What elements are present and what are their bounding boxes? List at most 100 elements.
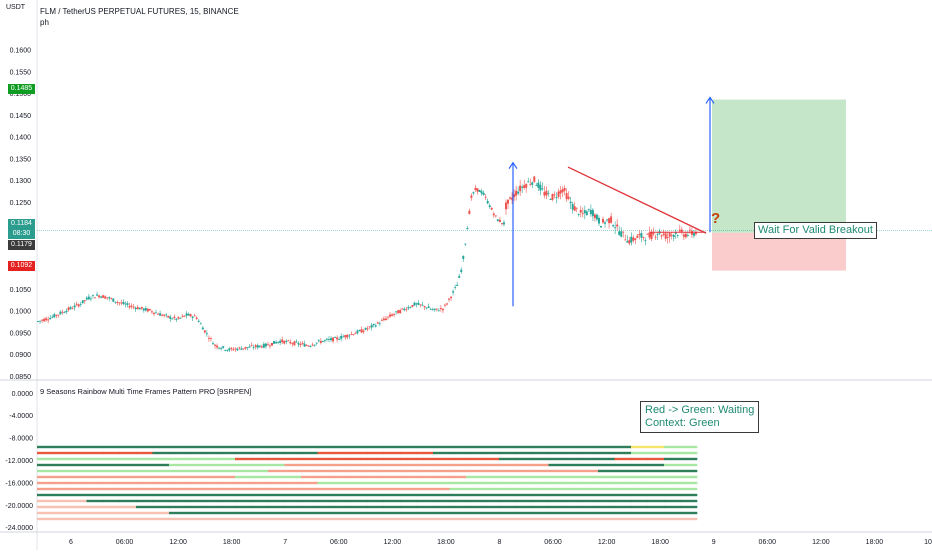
candle-body [327,338,330,340]
candle-body [165,314,168,316]
rainbow-segment [119,457,137,461]
candle-body [421,304,424,306]
candle-body [209,338,212,340]
rainbow-segment [218,493,236,497]
rainbow-segment [103,457,120,461]
rainbow-segment [664,505,681,509]
candle-body [618,231,621,235]
rainbow-segment [70,511,87,515]
candle-body [417,302,420,305]
rainbow-segment [301,499,318,503]
candle-body [391,314,394,316]
rainbow-segment [499,499,516,503]
rainbow-segment [284,511,302,515]
time-tick-label: 7 [283,539,287,546]
candle-body [555,197,558,198]
candle-body [456,284,459,286]
rainbow-segment [317,505,335,509]
stop-zone [712,232,846,271]
rainbow-segment [598,505,615,509]
rainbow-segment [383,481,401,485]
candle-body [415,303,418,305]
candle-body [581,213,584,215]
candle-body [498,219,501,223]
rainbow-segment [466,445,483,449]
rainbow-segment [383,457,401,461]
rainbow-segment [515,481,533,485]
rainbow-segment [466,451,483,455]
rainbow-segment [680,517,698,521]
candle-body [567,196,570,199]
rainbow-segment [235,451,252,455]
candle-body [110,298,113,300]
rainbow-segment [614,511,632,515]
rainbow-segment [581,505,599,509]
rainbow-segment [631,505,648,509]
candle-body [397,310,400,314]
candle-body [458,275,461,278]
rainbow-segment [103,493,120,497]
rainbow-segment [202,475,219,479]
candle-body [273,341,276,344]
candle-body [454,287,457,288]
sub-title: ph [40,18,49,27]
price-tick-label: 0.1500 [10,91,32,98]
candle-body [678,229,681,232]
rainbow-segment [680,475,698,479]
rainbow-segment [565,463,582,467]
rainbow-segment [433,481,450,485]
rainbow-segment [350,445,368,449]
rainbow-segment [614,493,632,497]
rainbow-segment [449,493,467,497]
candle-body [175,318,178,320]
rainbow-segment [565,505,582,509]
candle-body [118,302,121,304]
candle-body [291,343,294,345]
rainbow-segment [136,457,153,461]
rainbow-segment [400,499,417,503]
rainbow-segment [680,445,698,449]
candle-body [295,341,298,343]
rainbow-segment [449,463,467,467]
rainbow-segment [103,451,120,455]
rainbow-segment [367,463,384,467]
rainbow-segment [515,505,533,509]
candle-body [634,238,637,240]
candle-body [403,308,406,311]
rainbow-segment [367,511,384,515]
rainbow-segment [202,481,219,485]
rainbow-segment [169,475,186,479]
rainbow-segment [317,517,335,521]
candle-body [466,228,469,230]
rainbow-segment [367,475,384,479]
rainbow-segment [367,451,384,455]
candle-body [612,225,615,227]
rainbow-segment [301,475,318,479]
candle-body [543,192,546,196]
candle-body [650,231,653,240]
rainbow-segment [499,487,516,491]
candle-body [340,335,343,339]
candle-body [307,345,310,347]
price-tick-label: 0.0900 [10,352,32,359]
candle-body [511,197,514,200]
candle-body [346,334,349,338]
candle-body [69,307,72,309]
rainbow-segment [103,487,120,491]
rainbow-segment [268,451,285,455]
rainbow-segment [416,469,434,473]
rainbow-segment [119,475,137,479]
candle-body [342,336,345,338]
candle-body [159,313,162,316]
candle-body [256,345,259,348]
rainbow-segment [466,499,483,503]
rainbow-segment [350,487,368,491]
candle-body [262,343,265,348]
rainbow-segment [466,481,483,485]
candle-body [380,320,383,322]
time-tick-label: 06:00 [330,539,348,546]
rainbow-segment [664,517,681,521]
price-tick-label: 0.1050 [10,287,32,294]
